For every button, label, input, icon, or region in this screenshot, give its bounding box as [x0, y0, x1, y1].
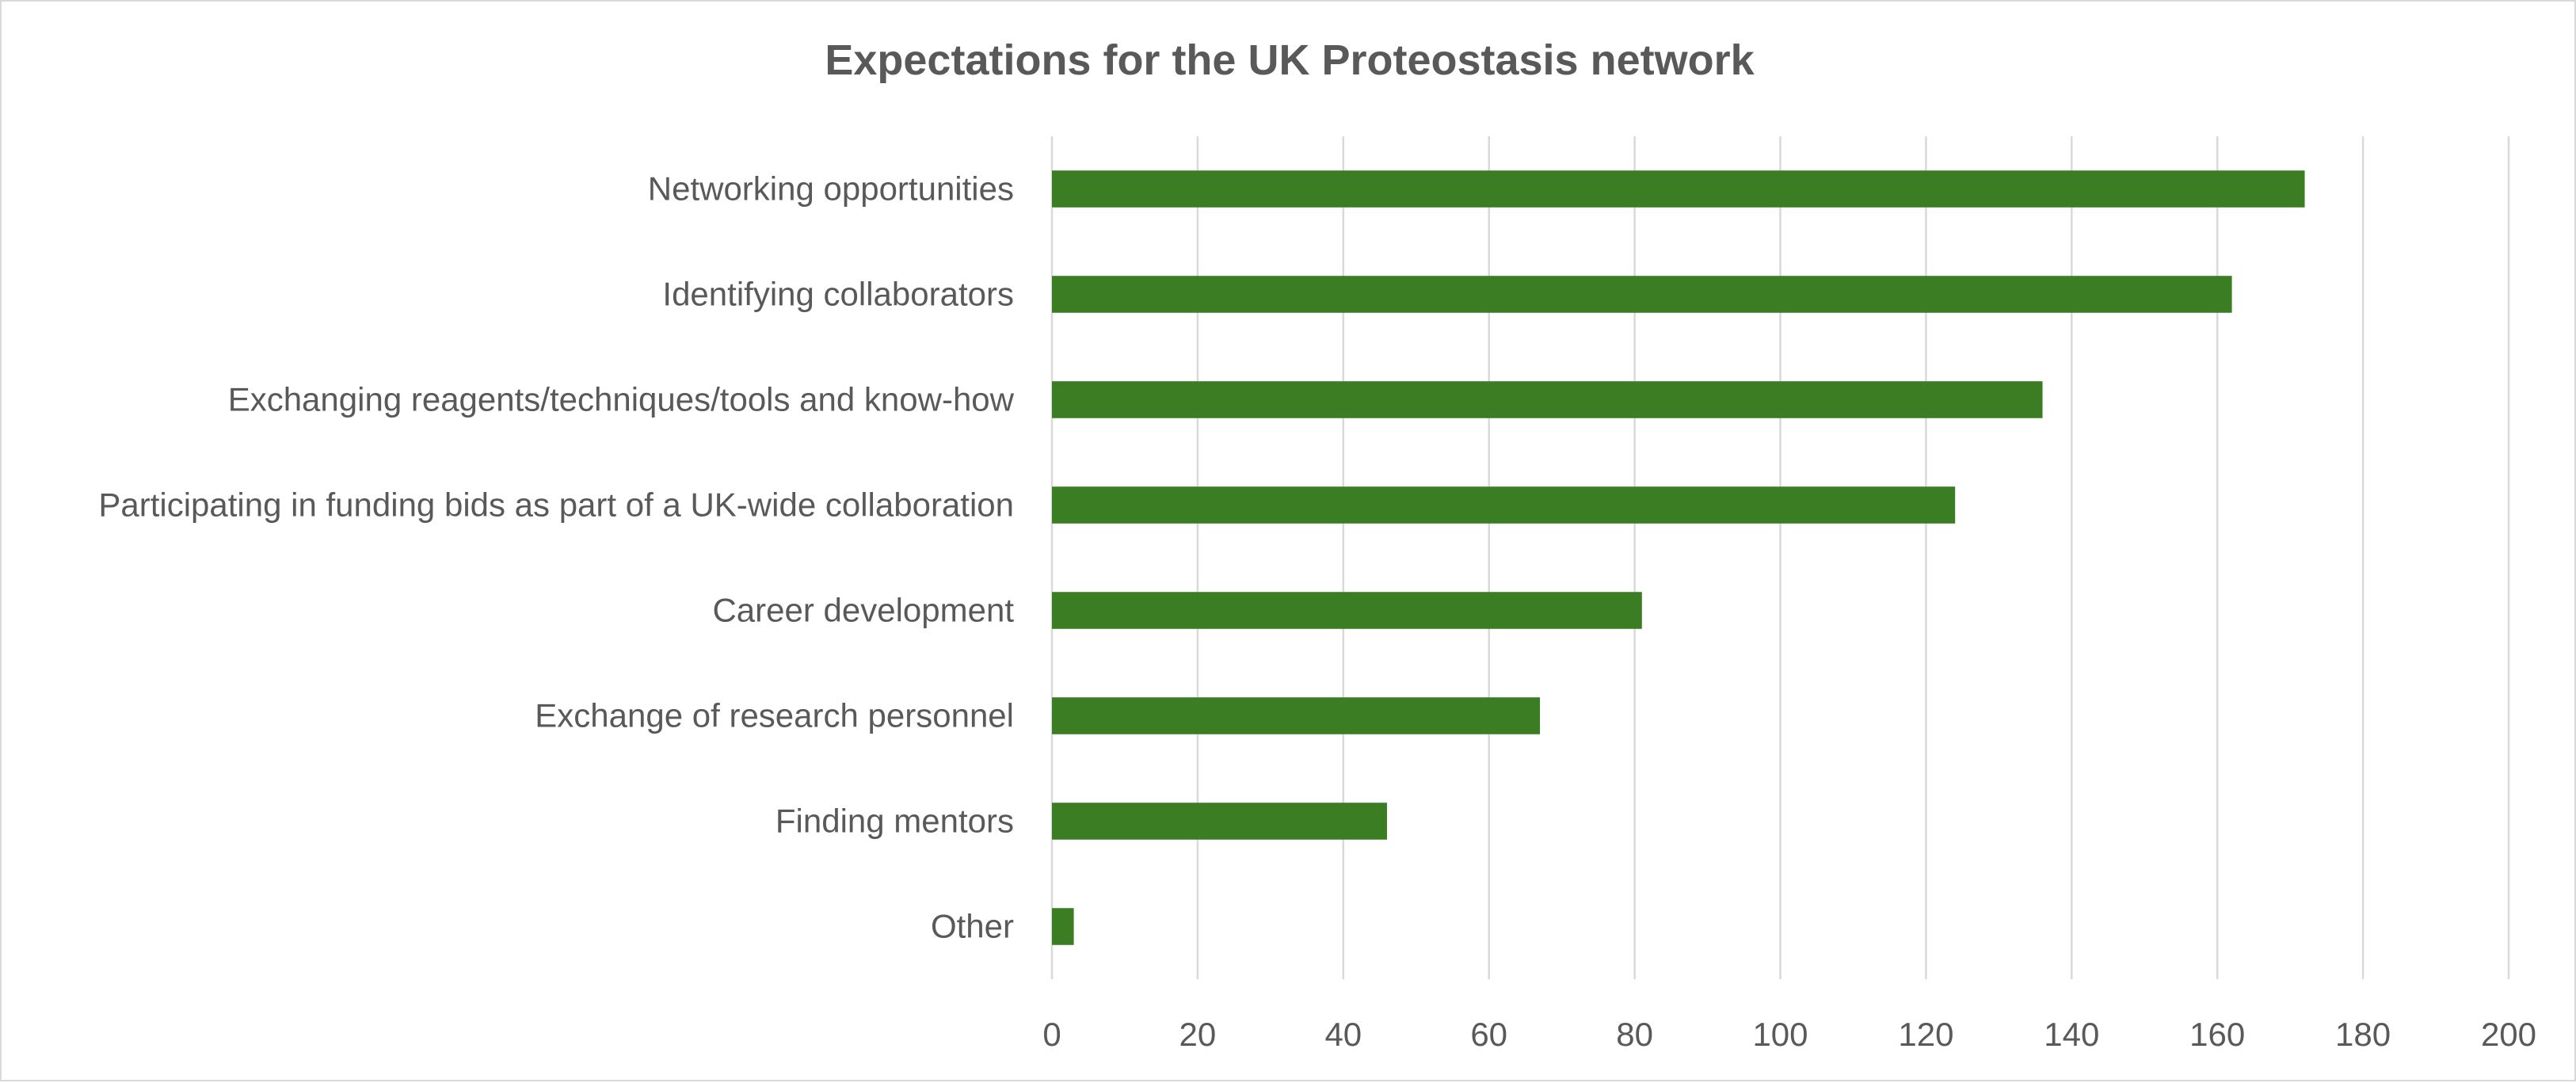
bar — [1052, 697, 1541, 734]
bars — [1052, 170, 2305, 945]
bar — [1052, 381, 2043, 418]
bar — [1052, 908, 1074, 945]
category-labels: Networking opportunities Identifying coll… — [98, 170, 1014, 945]
x-tick-label: 140 — [2044, 1016, 2099, 1053]
bar — [1052, 592, 1642, 629]
bar — [1052, 803, 1387, 840]
x-tick-label: 100 — [1752, 1016, 1808, 1053]
x-tick-label: 120 — [1898, 1016, 1953, 1053]
category-label: Finding mentors — [775, 803, 1014, 840]
x-tick-label: 40 — [1324, 1016, 1362, 1053]
category-label: Exchanging reagents/techniques/tools and… — [228, 381, 1015, 418]
x-tick-label: 20 — [1179, 1016, 1217, 1053]
bar — [1052, 276, 2232, 313]
x-tick-label: 180 — [2335, 1016, 2391, 1053]
category-label: Career development — [712, 592, 1014, 629]
chart-title: Expectations for the UK Proteostasis net… — [825, 36, 1755, 84]
category-label: Identifying collaborators — [662, 276, 1014, 313]
category-label: Networking opportunities — [648, 170, 1014, 208]
x-tick-label: 0 — [1042, 1016, 1061, 1053]
bar — [1052, 486, 1956, 524]
category-label: Exchange of research personnel — [535, 697, 1014, 734]
x-tick-label: 60 — [1470, 1016, 1507, 1053]
bar — [1052, 170, 2305, 208]
x-tick-label: 200 — [2481, 1016, 2536, 1053]
x-tick-label: 80 — [1616, 1016, 1653, 1053]
gridlines — [1050, 136, 2510, 979]
x-axis-tick-labels: 0 20 40 60 80 100 120 140 160 180 200 — [1042, 1016, 2536, 1053]
category-label: Participating in funding bids as part of… — [98, 486, 1014, 524]
category-label: Other — [931, 908, 1014, 945]
x-tick-label: 160 — [2189, 1016, 2245, 1053]
